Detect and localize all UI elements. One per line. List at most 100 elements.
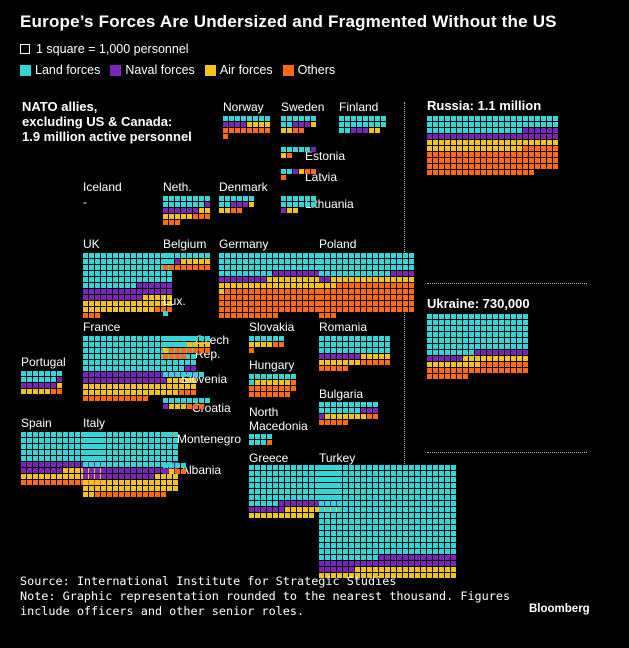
waffle-square	[167, 450, 172, 455]
waffle-square	[249, 295, 254, 300]
waffle-square	[445, 362, 450, 367]
waffle-square	[337, 307, 342, 312]
waffle-square	[469, 164, 474, 169]
waffle-square	[385, 573, 390, 578]
waffle-square	[273, 295, 278, 300]
waffle-square	[143, 301, 148, 306]
waffle-square	[433, 525, 438, 530]
waffle-square	[487, 140, 492, 145]
waffle-square	[101, 253, 106, 258]
waffle-square	[131, 474, 136, 479]
waffle-square	[451, 465, 456, 470]
waffle-square	[191, 378, 196, 383]
waffle-square	[279, 513, 284, 518]
legend: Land forces Naval forces Air forces Othe…	[20, 63, 335, 77]
waffle-square	[463, 152, 468, 157]
waffle-square	[237, 313, 242, 318]
waffle-square	[367, 259, 372, 264]
waffle-square	[291, 289, 296, 294]
waffle-square	[309, 253, 314, 258]
waffle-square	[409, 471, 414, 476]
waffle-square	[297, 477, 302, 482]
waffle-square	[83, 432, 88, 437]
waffle-square	[249, 507, 254, 512]
scale-square-icon	[20, 44, 30, 54]
country-label-montenegro: Montenegro	[177, 432, 242, 446]
waffle-square	[223, 116, 228, 121]
waffle-square	[541, 146, 546, 151]
waffle-square	[309, 477, 314, 482]
waffle-square	[325, 489, 330, 494]
waffle-square	[361, 507, 366, 512]
waffle-square	[137, 480, 142, 485]
waffle-square	[287, 153, 292, 158]
waffle-square	[119, 492, 124, 497]
waffle-square	[475, 356, 480, 361]
waffle-square	[39, 383, 44, 388]
waffle-square	[529, 170, 534, 175]
waffle-square	[119, 468, 124, 473]
waffle-square	[113, 492, 118, 497]
waffle-square	[279, 253, 284, 258]
waffle-square	[267, 434, 272, 439]
waffle-square	[397, 259, 402, 264]
waffle-square	[281, 208, 286, 213]
waffle-square	[137, 360, 142, 365]
waffle-square	[511, 362, 516, 367]
waffle-square	[451, 555, 456, 560]
waffle-square	[373, 402, 378, 407]
waffle-square	[291, 513, 296, 518]
waffle-square	[373, 537, 378, 542]
waffle-square	[173, 390, 178, 395]
waffle-square	[173, 480, 178, 485]
waffle-square	[445, 501, 450, 506]
legend-item-naval: Naval forces	[110, 63, 195, 77]
waffle-square	[385, 336, 390, 341]
waffle-square	[155, 271, 160, 276]
waffle-square	[325, 313, 330, 318]
waffle-square	[331, 495, 336, 500]
waffle-square	[439, 543, 444, 548]
waffle-square	[349, 295, 354, 300]
waffle-square	[143, 372, 148, 377]
waffle-square	[367, 549, 372, 554]
waffle-square	[167, 384, 172, 389]
waffle-square	[397, 543, 402, 548]
waffle-square	[493, 368, 498, 373]
waffle-square	[303, 283, 308, 288]
waffle-square	[125, 348, 130, 353]
waffle-square	[409, 489, 414, 494]
waffle-square	[143, 468, 148, 473]
country-label-lux-: Lux.	[163, 294, 186, 308]
waffle-square	[331, 567, 336, 572]
waffle-square	[229, 128, 234, 133]
waffle-square	[517, 368, 522, 373]
waffle-square	[427, 555, 432, 560]
waffle-square	[267, 386, 272, 391]
waffle-square	[367, 495, 372, 500]
waffle-square	[445, 519, 450, 524]
waffle-square	[261, 301, 266, 306]
waffle-square	[355, 531, 360, 536]
waffle-square	[397, 567, 402, 572]
waffle-square	[83, 277, 88, 282]
waffle-turkey	[319, 465, 456, 578]
waffle-square	[45, 377, 50, 382]
waffle-square	[357, 122, 362, 127]
waffle-square	[457, 128, 462, 133]
waffle-square	[161, 384, 166, 389]
waffle-square	[225, 289, 230, 294]
waffle-square	[149, 480, 154, 485]
waffle-square	[343, 354, 348, 359]
waffle-square	[331, 414, 336, 419]
waffle-square	[517, 128, 522, 133]
waffle-square	[39, 450, 44, 455]
waffle-square	[451, 513, 456, 518]
waffle-square	[131, 390, 136, 395]
waffle-square	[325, 295, 330, 300]
waffle-square	[107, 253, 112, 258]
waffle-square	[179, 378, 184, 383]
waffle-square	[101, 348, 106, 353]
waffle-square	[83, 253, 88, 258]
waffle-square	[83, 289, 88, 294]
